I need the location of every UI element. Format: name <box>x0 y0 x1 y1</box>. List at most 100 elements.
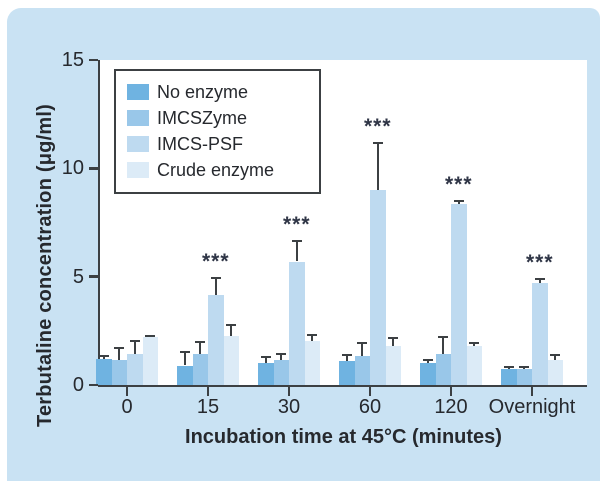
error-bar <box>264 355 267 364</box>
bar-crude-enzyme <box>547 360 563 385</box>
significance-stars: *** <box>201 249 230 273</box>
y-axis-tick-label: 5 <box>72 265 84 288</box>
error-bar <box>473 341 476 346</box>
legend-item-crude-enzyme: Crude enzyme <box>127 157 309 183</box>
x-axis-tick-label: 120 <box>434 396 468 418</box>
error-bar-cap <box>179 351 190 354</box>
error-bar <box>442 336 445 354</box>
error-bar <box>426 359 429 364</box>
x-axis-tick <box>125 387 129 396</box>
bar-crude-enzyme <box>466 346 482 385</box>
error-bar-cap <box>129 339 140 342</box>
error-bar-cap <box>276 352 287 355</box>
bar-imcs-psf <box>451 204 467 385</box>
error-bar <box>295 239 298 262</box>
error-bar-cap <box>145 334 156 337</box>
bar-imcszyme <box>111 360 127 385</box>
y-axis-tick <box>88 275 98 278</box>
error-bar-cap <box>210 276 221 279</box>
bar-no-enzyme <box>177 365 193 385</box>
figure-panel: Terbutaline concentration (μg/ml) No enz… <box>7 8 600 481</box>
error-bar <box>280 352 283 361</box>
error-bar <box>376 142 379 190</box>
error-bar <box>345 353 348 362</box>
legend-swatch-no-enzyme <box>127 84 149 100</box>
y-axis-title: Terbutaline concentration (μg/ml) <box>33 60 57 470</box>
x-axis-tick-label: 0 <box>121 396 133 418</box>
error-bar <box>311 334 314 341</box>
bar-no-enzyme <box>501 368 517 385</box>
bar-imcszyme <box>516 369 532 385</box>
error-bar <box>199 340 202 354</box>
y-axis-tick <box>88 167 98 170</box>
bar-imcs-psf <box>370 190 386 385</box>
error-bar-cap <box>260 355 271 358</box>
y-axis-tick-label: 10 <box>61 157 84 180</box>
bar-no-enzyme <box>420 363 436 385</box>
bar-no-enzyme <box>258 363 274 385</box>
bar-imcszyme <box>192 353 208 385</box>
significance-stars: *** <box>363 115 392 139</box>
error-bar <box>538 277 541 284</box>
x-axis-tick <box>449 387 453 396</box>
error-bar-cap <box>291 239 302 242</box>
x-axis-tick-label: Overnight <box>488 396 576 418</box>
bar-no-enzyme <box>96 359 112 385</box>
bar-imcs-psf <box>127 353 143 385</box>
legend-label-crude-enzyme: Crude enzyme <box>157 159 275 180</box>
error-bar-cap <box>195 340 206 343</box>
error-bar <box>118 347 121 361</box>
x-axis-tick <box>368 387 372 396</box>
x-axis-title: Incubation time at 45°C (minutes) <box>185 426 502 448</box>
error-bar-cap <box>98 354 109 357</box>
error-bar-cap <box>534 277 545 280</box>
y-axis-tick-label: 0 <box>72 374 84 396</box>
x-axis-tick-label: 15 <box>196 396 220 418</box>
error-bar <box>457 199 460 205</box>
legend: No enzyme IMCSZyme IMCS-PSF Crude enzyme <box>114 69 321 194</box>
x-axis-tick <box>530 387 534 396</box>
error-bar-cap <box>114 347 125 350</box>
error-bar <box>102 354 105 359</box>
bar-imcszyme <box>435 353 451 385</box>
bar-crude-enzyme <box>385 346 401 385</box>
error-bar <box>183 351 186 366</box>
bar-imcs-psf <box>532 283 548 385</box>
error-bar-cap <box>357 341 368 344</box>
error-bar-cap <box>453 199 464 202</box>
y-axis-tick <box>88 383 98 387</box>
error-bar-cap <box>226 324 237 327</box>
error-bar-cap <box>519 365 530 368</box>
bar-imcs-psf <box>289 261 305 385</box>
significance-stars: *** <box>525 250 554 274</box>
significance-stars: *** <box>282 212 311 236</box>
error-bar-cap <box>438 336 449 339</box>
x-axis-tick-label: 60 <box>358 396 382 418</box>
bar-imcs-psf <box>208 295 224 385</box>
plot-area: Terbutaline concentration (μg/ml) No enz… <box>34 50 587 448</box>
legend-swatch-imcs-psf <box>127 136 149 152</box>
error-bar <box>214 276 217 296</box>
legend-item-imcszyme: IMCSZyme <box>127 105 309 131</box>
error-bar-cap <box>422 359 433 361</box>
error-bar-cap <box>469 341 480 344</box>
bar-no-enzyme <box>339 361 355 385</box>
bar-crude-enzyme <box>304 340 320 385</box>
x-axis-tick <box>287 387 291 396</box>
y-axis-tick-label: 15 <box>61 49 84 71</box>
legend-item-imcs-psf: IMCS-PSF <box>127 131 309 157</box>
legend-label-imcszyme: IMCSZyme <box>157 107 247 128</box>
error-bar-cap <box>503 366 514 369</box>
error-bar <box>361 341 364 356</box>
legend-label-no-enzyme: No enzyme <box>157 81 249 102</box>
error-bar-cap <box>341 353 352 356</box>
legend-swatch-crude-enzyme <box>127 162 149 178</box>
legend-item-no-enzyme: No enzyme <box>127 79 309 105</box>
significance-stars: *** <box>444 172 473 196</box>
error-bar-cap <box>307 334 318 337</box>
bar-crude-enzyme <box>223 336 239 385</box>
bar-crude-enzyme <box>142 337 158 385</box>
bar-imcszyme <box>273 360 289 385</box>
x-axis-tick-label: 30 <box>277 396 301 418</box>
legend-swatch-imcszyme <box>127 110 149 126</box>
